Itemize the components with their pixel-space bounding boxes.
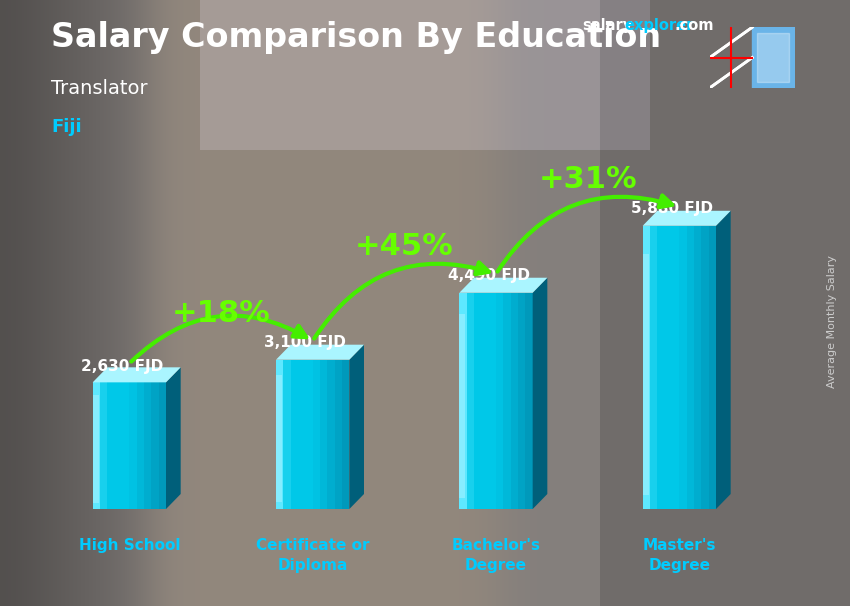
Text: Fiji: Fiji <box>51 118 82 136</box>
Text: Certificate or
Diploma: Certificate or Diploma <box>256 538 370 573</box>
Polygon shape <box>503 293 511 509</box>
Polygon shape <box>672 226 679 509</box>
Polygon shape <box>349 345 364 509</box>
Polygon shape <box>291 360 298 509</box>
Polygon shape <box>93 382 100 509</box>
Polygon shape <box>533 278 547 509</box>
Polygon shape <box>144 382 151 509</box>
Polygon shape <box>518 293 525 509</box>
Polygon shape <box>459 293 467 509</box>
Polygon shape <box>665 226 672 509</box>
Text: High School: High School <box>78 538 180 553</box>
Polygon shape <box>166 367 181 509</box>
Polygon shape <box>459 278 547 293</box>
Polygon shape <box>650 226 657 509</box>
Polygon shape <box>276 345 364 360</box>
Polygon shape <box>335 360 342 509</box>
Bar <box>756 33 789 82</box>
Text: Translator: Translator <box>51 79 148 98</box>
Text: +31%: +31% <box>538 165 637 194</box>
Text: Average Monthly Salary: Average Monthly Salary <box>827 255 837 388</box>
Polygon shape <box>687 226 694 509</box>
Polygon shape <box>93 395 99 503</box>
Polygon shape <box>276 360 283 509</box>
Polygon shape <box>489 293 496 509</box>
Polygon shape <box>276 375 282 502</box>
Polygon shape <box>525 293 533 509</box>
Polygon shape <box>129 382 137 509</box>
Text: 3,100 FJD: 3,100 FJD <box>264 335 346 350</box>
Polygon shape <box>467 293 474 509</box>
Polygon shape <box>115 382 122 509</box>
Polygon shape <box>107 382 115 509</box>
Text: +45%: +45% <box>355 232 454 261</box>
Polygon shape <box>694 226 701 509</box>
Bar <box>752 27 795 88</box>
Polygon shape <box>327 360 335 509</box>
Polygon shape <box>151 382 159 509</box>
Polygon shape <box>716 211 731 509</box>
Text: 2,630 FJD: 2,630 FJD <box>81 359 163 374</box>
Polygon shape <box>342 360 349 509</box>
Polygon shape <box>496 293 503 509</box>
Text: Salary Comparison By Education: Salary Comparison By Education <box>51 21 661 54</box>
Polygon shape <box>137 382 144 509</box>
Polygon shape <box>643 211 731 226</box>
Polygon shape <box>320 360 327 509</box>
Polygon shape <box>459 315 465 498</box>
Polygon shape <box>657 226 665 509</box>
Polygon shape <box>305 360 313 509</box>
Polygon shape <box>709 226 716 509</box>
Polygon shape <box>481 293 489 509</box>
Polygon shape <box>283 360 291 509</box>
Polygon shape <box>643 226 650 509</box>
Polygon shape <box>679 226 687 509</box>
Polygon shape <box>159 382 166 509</box>
Polygon shape <box>100 382 107 509</box>
Text: +18%: +18% <box>172 299 270 328</box>
Text: .com: .com <box>674 18 713 33</box>
Polygon shape <box>474 293 481 509</box>
Text: 5,880 FJD: 5,880 FJD <box>631 201 713 216</box>
Text: salary: salary <box>582 18 632 33</box>
Polygon shape <box>511 293 518 509</box>
Polygon shape <box>298 360 305 509</box>
Text: Bachelor's
Degree: Bachelor's Degree <box>451 538 541 573</box>
Text: explorer: explorer <box>624 18 694 33</box>
Polygon shape <box>122 382 129 509</box>
Polygon shape <box>313 360 320 509</box>
Polygon shape <box>93 367 181 382</box>
Polygon shape <box>643 254 649 495</box>
Text: Master's
Degree: Master's Degree <box>643 538 716 573</box>
Polygon shape <box>701 226 709 509</box>
Text: 4,490 FJD: 4,490 FJD <box>448 268 530 283</box>
